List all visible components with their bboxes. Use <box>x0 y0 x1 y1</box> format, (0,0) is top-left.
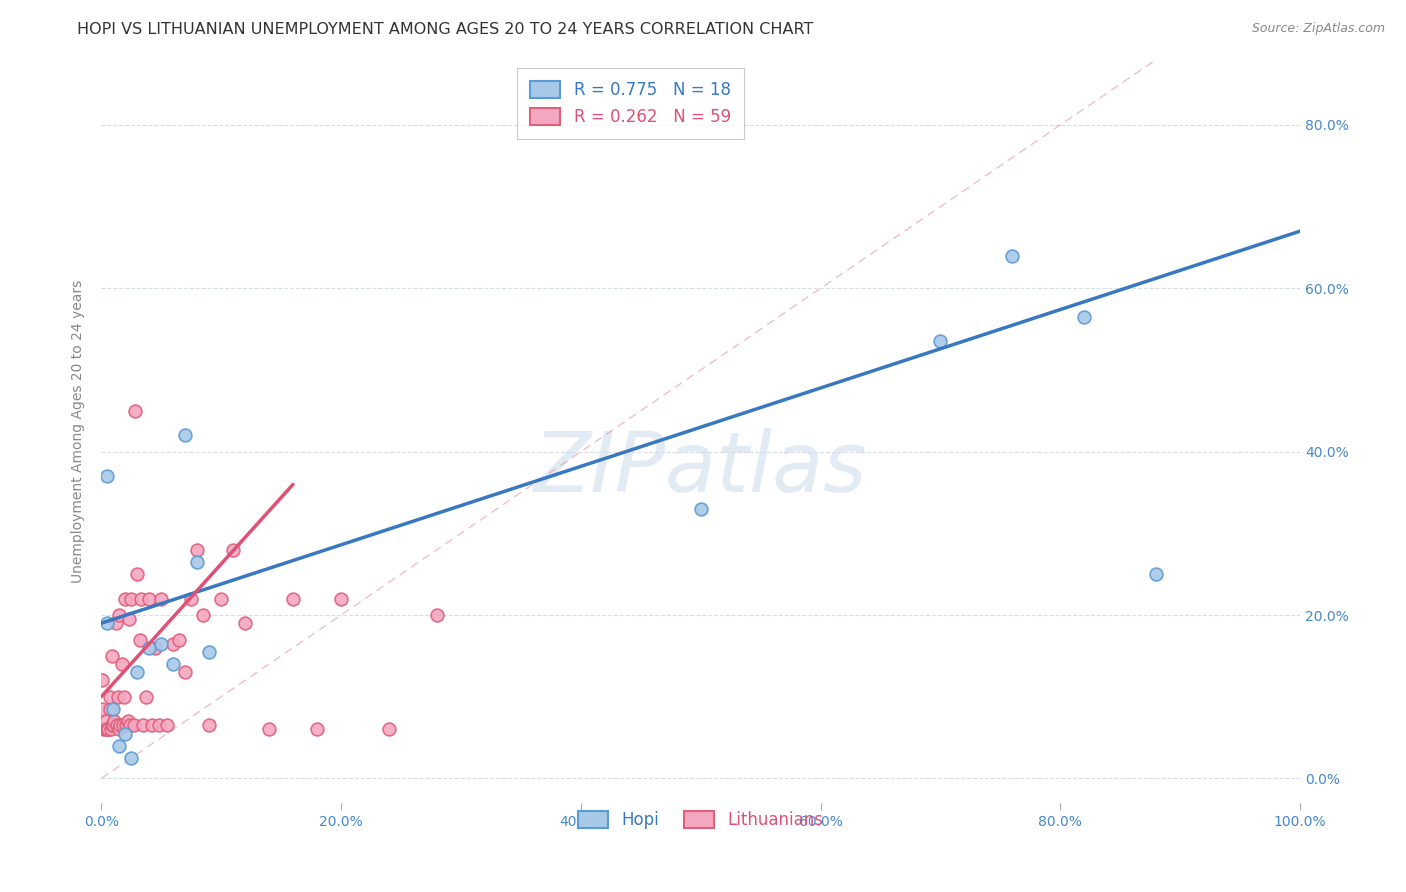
Point <box>117 714 139 729</box>
Point <box>124 404 146 418</box>
Point <box>101 648 124 663</box>
Point <box>167 632 190 647</box>
Point <box>233 616 256 631</box>
Point <box>96 469 118 483</box>
Point <box>180 591 202 606</box>
Point <box>107 690 129 704</box>
Point <box>138 640 160 655</box>
Point <box>100 723 122 737</box>
Point <box>174 428 197 442</box>
Point <box>1073 310 1095 324</box>
Point <box>120 591 142 606</box>
Point <box>108 723 131 737</box>
Point <box>98 690 121 704</box>
Text: ZIPatlas: ZIPatlas <box>534 428 868 509</box>
Point <box>101 718 124 732</box>
Point <box>141 718 163 732</box>
Point <box>305 723 328 737</box>
Point <box>150 591 173 606</box>
Point <box>115 718 138 732</box>
Point <box>162 637 184 651</box>
Point <box>156 718 179 732</box>
Point <box>127 665 149 680</box>
Point <box>112 690 135 704</box>
Point <box>191 608 214 623</box>
Point <box>929 334 952 349</box>
Point <box>128 632 150 647</box>
Point <box>198 718 221 732</box>
Point <box>108 608 131 623</box>
Point <box>186 542 208 557</box>
Point <box>257 723 280 737</box>
Point <box>426 608 449 623</box>
Point <box>104 616 127 631</box>
Y-axis label: Unemployment Among Ages 20 to 24 years: Unemployment Among Ages 20 to 24 years <box>72 280 86 582</box>
Point <box>97 723 120 737</box>
Point <box>108 739 131 753</box>
Point <box>138 591 160 606</box>
Point <box>97 723 120 737</box>
Point <box>148 718 170 732</box>
Point <box>91 702 114 716</box>
Point <box>96 723 118 737</box>
Point <box>94 723 117 737</box>
Point <box>689 501 711 516</box>
Legend: Hopi, Lithuanians: Hopi, Lithuanians <box>571 804 830 836</box>
Point <box>94 714 117 729</box>
Text: Source: ZipAtlas.com: Source: ZipAtlas.com <box>1251 22 1385 36</box>
Point <box>378 723 401 737</box>
Point <box>281 591 304 606</box>
Point <box>222 542 245 557</box>
Point <box>118 612 141 626</box>
Point <box>111 718 134 732</box>
Point <box>93 723 115 737</box>
Point <box>198 645 221 659</box>
Point <box>110 718 132 732</box>
Point <box>209 591 232 606</box>
Point <box>103 702 125 716</box>
Point <box>120 751 142 765</box>
Point <box>114 726 136 740</box>
Point <box>1144 567 1167 582</box>
Point <box>143 640 166 655</box>
Point <box>132 718 155 732</box>
Point <box>129 591 152 606</box>
Point <box>330 591 353 606</box>
Point <box>103 718 125 732</box>
Text: HOPI VS LITHUANIAN UNEMPLOYMENT AMONG AGES 20 TO 24 YEARS CORRELATION CHART: HOPI VS LITHUANIAN UNEMPLOYMENT AMONG AG… <box>77 22 814 37</box>
Point <box>150 637 173 651</box>
Point <box>135 690 157 704</box>
Point <box>103 714 125 729</box>
Point <box>96 616 118 631</box>
Point <box>127 567 149 582</box>
Point <box>91 673 114 688</box>
Point <box>98 702 121 716</box>
Point <box>162 657 184 671</box>
Point <box>174 665 197 680</box>
Point <box>186 555 208 569</box>
Point <box>122 718 145 732</box>
Point <box>1001 249 1024 263</box>
Point <box>110 657 132 671</box>
Point <box>118 718 141 732</box>
Point <box>105 718 128 732</box>
Point <box>114 591 136 606</box>
